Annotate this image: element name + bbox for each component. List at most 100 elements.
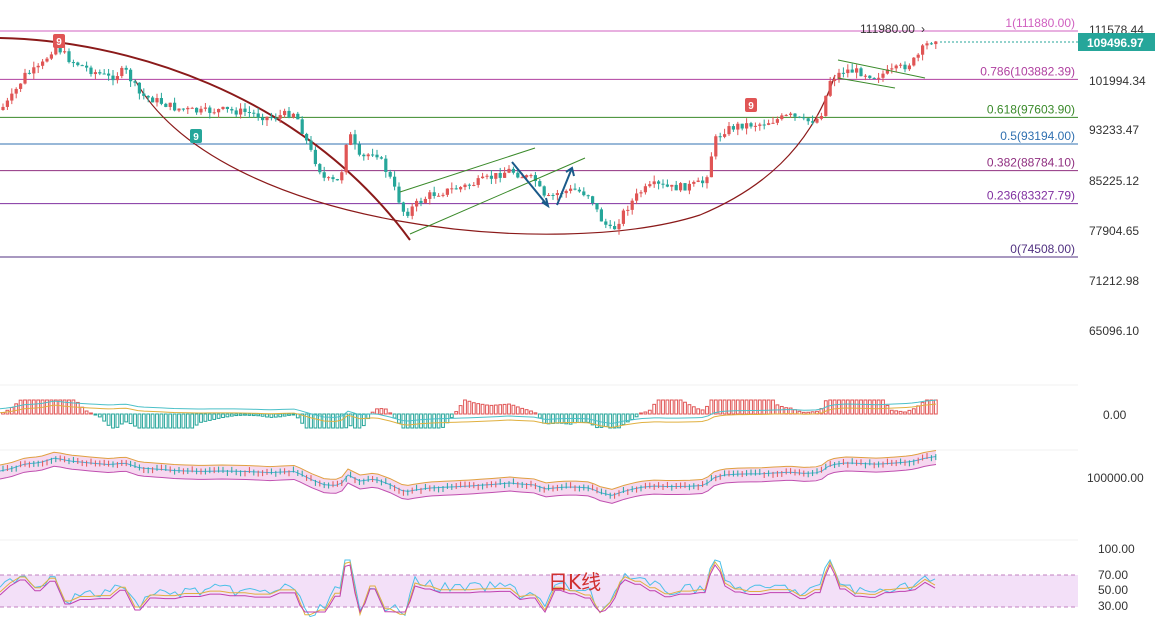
candle-body — [54, 46, 58, 55]
candle-body — [1, 106, 5, 110]
candle-body — [344, 144, 348, 173]
candle-body — [613, 226, 617, 230]
candle-body — [67, 51, 71, 63]
macd-bar — [256, 413, 261, 417]
macd-dea-line — [0, 403, 937, 428]
macd-bar — [867, 399, 872, 415]
macd-bar — [119, 413, 124, 425]
candle-body — [432, 192, 436, 196]
candle-body — [393, 176, 397, 187]
macd-bar — [903, 411, 907, 415]
macd-bar — [150, 413, 155, 429]
macd-bar — [709, 399, 714, 415]
macd-bar — [529, 410, 533, 415]
fib-label-6: 0(74508.00) — [1010, 242, 1075, 256]
candle-body — [388, 171, 392, 177]
candle-body — [428, 192, 432, 199]
candle-body — [32, 67, 36, 74]
candle-body — [586, 195, 590, 197]
macd-bar — [766, 399, 771, 415]
candle-body — [177, 108, 181, 111]
macd-bar — [740, 399, 745, 415]
candle-body — [811, 121, 815, 123]
macd-bar — [581, 413, 586, 423]
macd-bar — [251, 413, 256, 417]
candle-body — [331, 177, 335, 180]
macd-bar — [309, 413, 313, 429]
rsi-line-mid — [0, 560, 936, 617]
candle-body — [173, 102, 177, 111]
candle-body — [652, 181, 656, 185]
rsi-pane — [0, 558, 1078, 618]
candle-body — [542, 186, 546, 196]
macd-bar — [388, 412, 393, 415]
macd-bar — [485, 404, 489, 415]
candle-body — [27, 72, 31, 74]
td-marker-1 — [190, 129, 202, 143]
channel-upper — [399, 147, 536, 193]
candle-body — [36, 65, 40, 68]
macd-bar — [718, 399, 723, 415]
td-marker-label-1: 9 — [193, 132, 199, 143]
fib-label-4: 0.382(88784.10) — [987, 156, 1075, 170]
macd-bar — [533, 412, 538, 415]
macd-bar — [225, 413, 230, 418]
candle-body — [335, 179, 339, 181]
macd-bar — [524, 409, 529, 415]
macd-bar — [669, 399, 674, 415]
candle-body — [318, 164, 322, 173]
macd-bar — [106, 413, 111, 426]
candle-body — [45, 58, 49, 62]
fib-label-2: 0.618(97603.90) — [987, 102, 1075, 116]
candle-body — [718, 136, 722, 138]
candle-body — [885, 69, 889, 74]
candle-body — [727, 126, 731, 135]
candle-body — [225, 106, 229, 110]
candle-body — [80, 65, 84, 67]
candle-body — [591, 196, 595, 204]
candle-body — [19, 83, 23, 89]
candle-body — [463, 184, 467, 188]
macd-bar — [58, 399, 63, 415]
candle-body — [868, 75, 872, 78]
price-tick-2: 93233.47 — [1089, 123, 1139, 137]
candle-body — [859, 68, 863, 77]
candle-body — [692, 181, 696, 184]
macd-bar — [872, 399, 877, 415]
macd-bar — [449, 413, 454, 419]
candle-body — [357, 144, 361, 155]
macd-bar — [493, 404, 498, 415]
macd-bar — [269, 413, 274, 418]
candle-body — [300, 119, 304, 134]
macd-bar — [339, 413, 344, 429]
band-middle — [0, 456, 937, 496]
candle-body — [349, 134, 353, 145]
candle-body — [784, 114, 788, 116]
macd-bar — [617, 413, 621, 429]
macd-bar — [111, 413, 115, 429]
macd-bar — [634, 413, 639, 418]
candle-body — [648, 184, 652, 187]
macd-bar — [859, 399, 863, 415]
candle-body — [564, 190, 568, 194]
candle-body — [10, 93, 14, 101]
candle-body — [278, 115, 282, 119]
candle-body — [296, 113, 300, 120]
current-price-label: 109496.97 — [1087, 36, 1144, 50]
macd-bar — [467, 400, 472, 415]
candle-body — [481, 176, 485, 179]
candle-body — [371, 154, 375, 156]
macd-bar — [75, 401, 80, 415]
candle-body — [582, 191, 586, 196]
macd-bar — [788, 407, 793, 415]
candle-body — [516, 172, 520, 178]
macd-bar — [436, 413, 441, 429]
macd-bar — [762, 399, 767, 415]
candle-body — [283, 110, 287, 116]
candle-body — [89, 67, 93, 75]
candle-body — [679, 183, 683, 191]
candle-body — [709, 156, 713, 178]
candle-body — [608, 224, 612, 227]
